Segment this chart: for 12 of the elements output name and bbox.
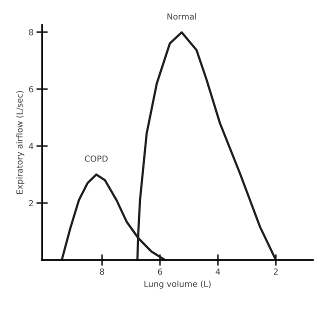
x-tick-label: 6 [158, 268, 162, 275]
series-label: COPD [84, 156, 108, 162]
x-axis-title: Lung volume (L) [144, 280, 211, 289]
x-tick-label: 8 [100, 268, 104, 275]
x-tick-label: 2 [274, 268, 278, 275]
series-label: Normal [167, 13, 196, 20]
y-tick-label: 8 [29, 29, 34, 36]
y-tick-label: 4 [28, 143, 34, 150]
x-tick-label: 4 [216, 268, 220, 275]
y-tick-label: 6 [29, 86, 34, 92]
y-tick-label: 2 [29, 200, 33, 206]
y-axis-title: Expiratory airflow (L/sec) [16, 91, 24, 194]
